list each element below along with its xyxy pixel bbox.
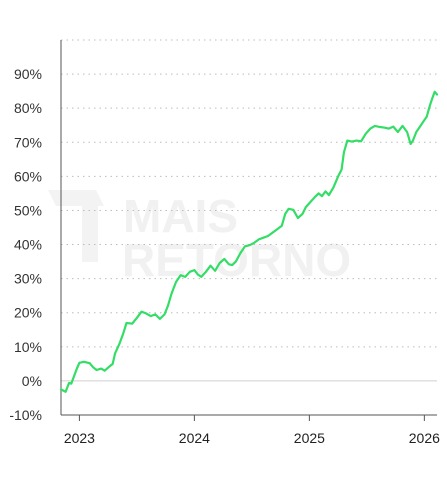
y-tick-label: 40% <box>14 237 42 253</box>
x-tick-label: 2025 <box>294 430 325 446</box>
y-tick-label: 20% <box>14 305 42 321</box>
x-axis-ticks: 2023 2024 2025 2026 <box>64 415 440 446</box>
y-tick-label: 60% <box>14 168 42 184</box>
x-tick-label: 2024 <box>179 430 210 446</box>
x-tick-label: 2023 <box>64 430 95 446</box>
watermark-mark-icon <box>48 190 104 206</box>
y-tick-label: 50% <box>14 202 42 218</box>
y-tick-label: 90% <box>14 66 42 82</box>
x-tick-label: 2026 <box>409 430 440 446</box>
axes <box>60 40 437 416</box>
y-axis-ticks: -10% 0% 10% 20% 30% 40% 50% 60% 70% 80% 90% <box>9 66 42 423</box>
y-tick-label: -10% <box>9 407 42 423</box>
watermark-logo: MAIS RETORNO <box>48 190 351 286</box>
gridlines <box>61 39 437 382</box>
watermark-mark-icon-stem <box>82 206 98 262</box>
y-tick-label: 10% <box>14 339 42 355</box>
y-tick-label: 70% <box>14 134 42 150</box>
y-tick-label: 30% <box>14 271 42 287</box>
watermark-text-line1: MAIS <box>123 190 238 242</box>
series-line <box>59 90 439 393</box>
series-group <box>59 90 439 393</box>
y-tick-label: 80% <box>14 100 42 116</box>
y-tick-label: 0% <box>22 373 42 389</box>
